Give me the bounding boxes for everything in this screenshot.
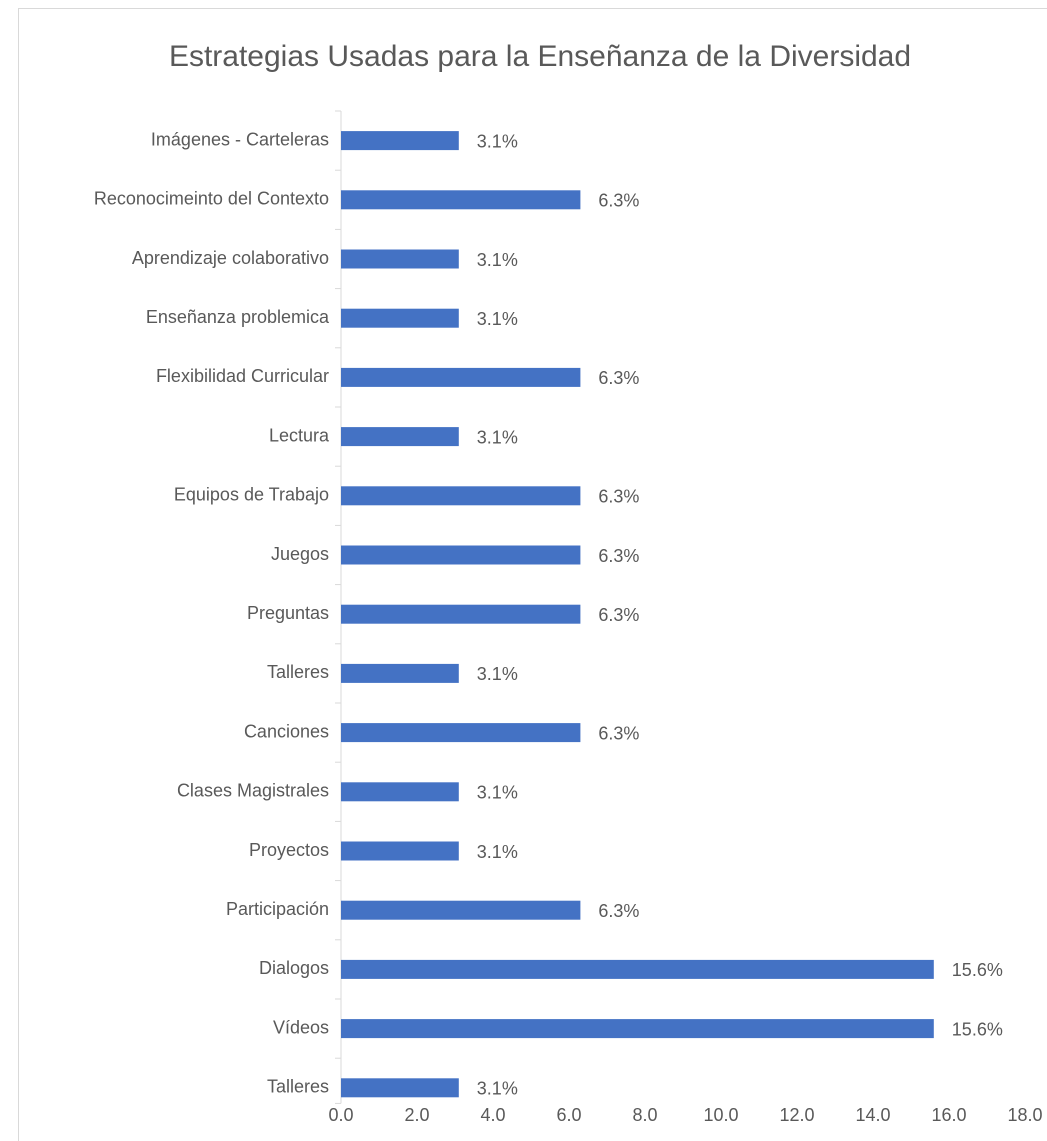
bar xyxy=(341,723,581,743)
x-tick-label: 4.0 xyxy=(480,1105,505,1125)
y-tick-label: Preguntas xyxy=(247,603,329,623)
data-label: 3.1% xyxy=(477,309,518,329)
x-tick-label: 18.0 xyxy=(1007,1105,1042,1125)
data-label: 3.1% xyxy=(477,250,518,270)
bar xyxy=(341,190,581,210)
y-tick-label: Talleres xyxy=(267,662,329,682)
y-tick-label: Proyectos xyxy=(249,840,329,860)
bar xyxy=(341,959,934,979)
x-tick-label: 16.0 xyxy=(931,1105,966,1125)
bar xyxy=(341,663,459,683)
bar xyxy=(341,367,581,387)
bar xyxy=(341,427,459,447)
bar xyxy=(341,1019,934,1039)
y-tick-label: Reconocimeinto del Contexto xyxy=(94,189,329,209)
y-tick-label: Clases Magistrales xyxy=(177,781,329,801)
y-tick-label: Enseñanza problemica xyxy=(146,307,330,327)
bar xyxy=(341,308,459,328)
y-tick-label: Participación xyxy=(226,899,329,919)
y-tick-label: Canciones xyxy=(244,721,329,741)
data-label: 3.1% xyxy=(477,1079,518,1099)
data-label: 3.1% xyxy=(477,783,518,803)
bar xyxy=(341,131,459,151)
y-tick-label: Talleres xyxy=(267,1077,329,1097)
x-tick-label: 8.0 xyxy=(632,1105,657,1125)
data-label: 6.3% xyxy=(598,546,639,566)
x-tick-label: 6.0 xyxy=(556,1105,581,1125)
y-tick-label: Vídeos xyxy=(273,1017,329,1037)
y-tick-label: Juegos xyxy=(271,544,329,564)
bar xyxy=(341,782,459,802)
data-label: 6.3% xyxy=(598,368,639,388)
data-label: 3.1% xyxy=(477,664,518,684)
data-label: 6.3% xyxy=(598,723,639,743)
bar xyxy=(341,249,459,269)
data-label: 15.6% xyxy=(952,960,1003,980)
x-tick-label: 14.0 xyxy=(855,1105,890,1125)
bar xyxy=(341,1078,459,1098)
data-label: 15.6% xyxy=(952,1019,1003,1039)
y-tick-label: Lectura xyxy=(269,425,330,445)
bar xyxy=(341,604,581,624)
bar xyxy=(341,545,581,565)
data-label: 6.3% xyxy=(598,901,639,921)
x-tick-label: 10.0 xyxy=(703,1105,738,1125)
bar xyxy=(341,841,459,861)
chart-title: Estrategias Usadas para la Enseñanza de … xyxy=(169,40,911,73)
y-tick-label: Imágenes - Carteleras xyxy=(151,129,329,149)
data-label: 6.3% xyxy=(598,605,639,625)
y-tick-label: Aprendizaje colaborativo xyxy=(132,248,329,268)
y-tick-label: Equipos de Trabajo xyxy=(174,485,329,505)
x-tick-label: 12.0 xyxy=(779,1105,814,1125)
y-tick-label: Dialogos xyxy=(259,958,329,978)
bar xyxy=(341,486,581,506)
data-label: 6.3% xyxy=(598,191,639,211)
data-label: 3.1% xyxy=(477,842,518,862)
bar xyxy=(341,900,581,920)
x-tick-label: 0.0 xyxy=(328,1105,353,1125)
x-tick-label: 2.0 xyxy=(404,1105,429,1125)
data-label: 3.1% xyxy=(477,131,518,151)
data-label: 3.1% xyxy=(477,427,518,447)
y-tick-label: Flexibilidad Curricular xyxy=(156,366,329,386)
data-label: 6.3% xyxy=(598,487,639,507)
